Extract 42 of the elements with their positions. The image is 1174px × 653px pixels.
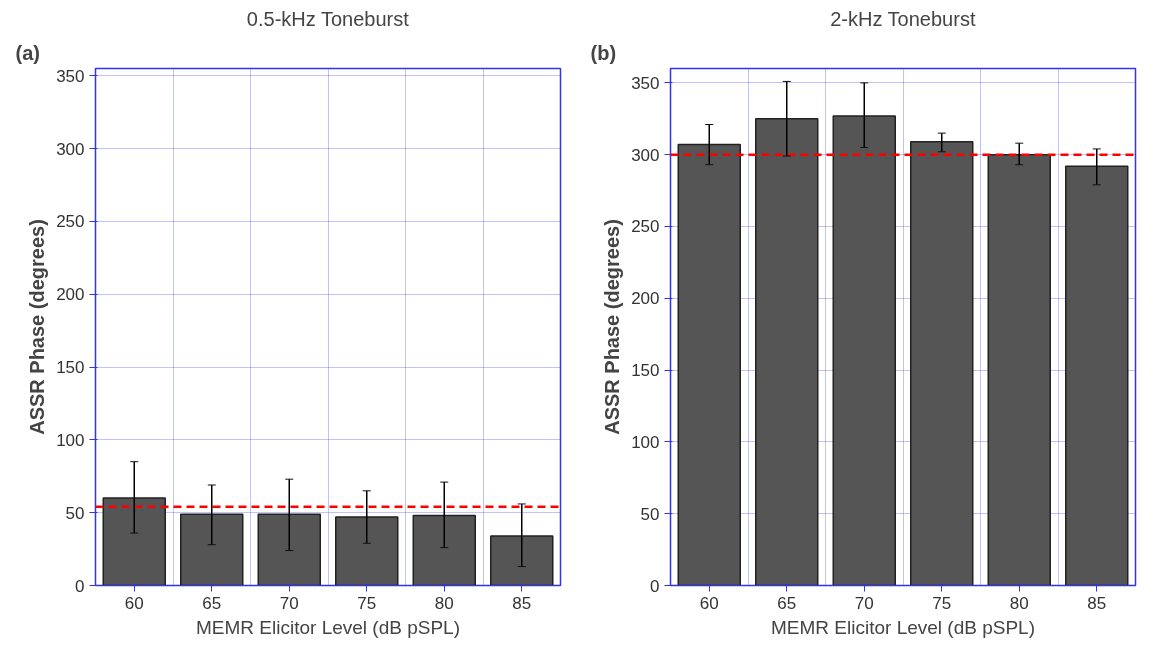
y-tick-label: 300 — [631, 145, 660, 165]
y-tick-label: 350 — [631, 73, 660, 93]
x-tick-label: 85 — [1087, 593, 1107, 613]
y-axis-title: ASSR Phase (degrees) — [601, 219, 624, 435]
y-tick-label: 350 — [56, 66, 85, 86]
x-tick-label: 70 — [279, 593, 299, 613]
x-tick-label: 60 — [699, 593, 719, 613]
y-tick-label: 200 — [56, 285, 85, 305]
x-tick-label: 60 — [124, 593, 144, 613]
text: (a) — [15, 41, 40, 64]
chart-title: 0.5-kHz Toneburst — [246, 7, 410, 30]
x-tick-label: 80 — [434, 593, 454, 613]
bar — [102, 497, 166, 586]
x-tick-label: 85 — [512, 593, 532, 613]
y-tick-label: 50 — [640, 504, 660, 524]
bar — [180, 513, 244, 586]
bar — [490, 535, 554, 586]
x-tick-label: 65 — [777, 593, 797, 613]
x-axis-title: MEMR Elicitor Level (dB pSPL) — [196, 616, 460, 638]
chart-title: 2-kHz Toneburst — [830, 7, 976, 30]
bar — [257, 513, 321, 586]
y-axis-title: ASSR Phase (degrees) — [26, 219, 49, 435]
x-tick-label: 75 — [932, 593, 952, 613]
y-tick-label: 0 — [75, 576, 85, 596]
bar — [335, 516, 399, 586]
y-tick-label: 200 — [631, 289, 660, 309]
bar — [412, 514, 476, 586]
y-tick-label: 250 — [56, 212, 85, 232]
x-tick-label: 65 — [202, 593, 222, 613]
y-tick-label: 100 — [631, 432, 660, 452]
x-tick-label: 80 — [1009, 593, 1029, 613]
x-axis-title: MEMR Elicitor Level (dB pSPL) — [771, 616, 1035, 638]
y-tick-label: 50 — [65, 503, 85, 523]
x-tick-label: 75 — [357, 593, 377, 613]
y-tick-label: 250 — [631, 217, 660, 237]
x-tick-label: 70 — [854, 593, 874, 613]
y-tick-label: 150 — [56, 358, 85, 378]
text: (b) — [590, 41, 617, 64]
y-tick-label: 300 — [56, 139, 85, 159]
y-tick-label: 0 — [650, 576, 660, 596]
y-tick-label: 150 — [631, 361, 660, 381]
y-tick-label: 100 — [56, 430, 85, 450]
